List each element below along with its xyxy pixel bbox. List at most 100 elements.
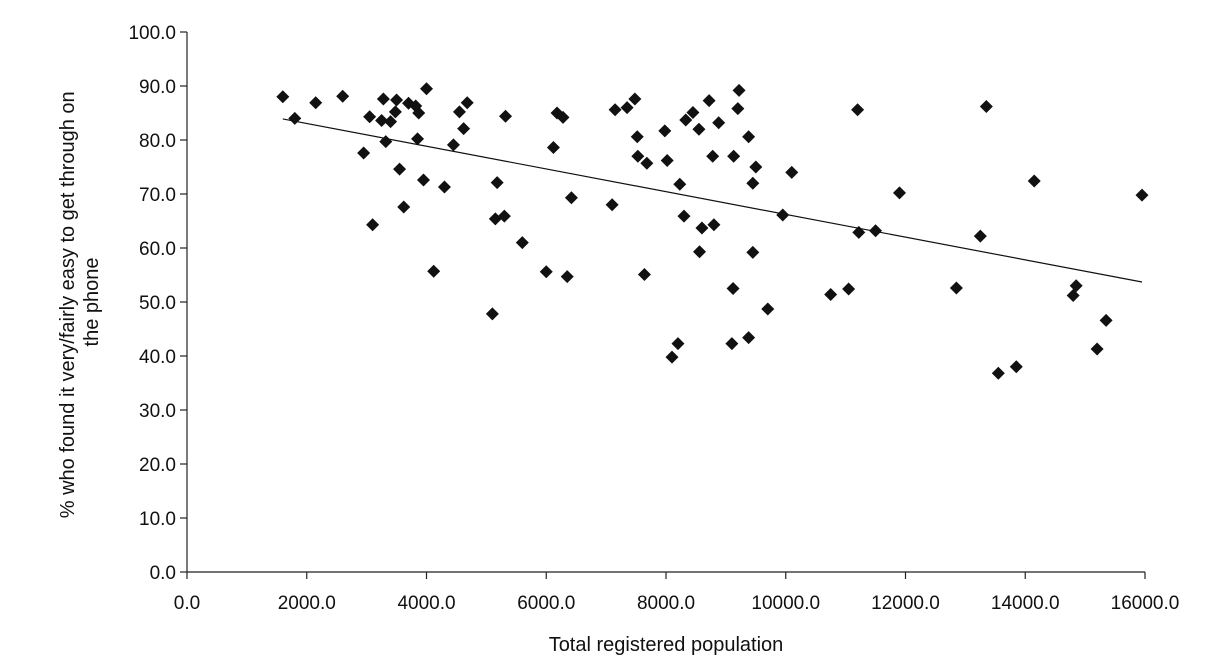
data-point	[665, 350, 679, 364]
x-tick-label: 10000.0	[751, 593, 820, 614]
data-point	[485, 307, 499, 321]
data-point	[693, 245, 707, 259]
data-point	[742, 331, 756, 345]
data-point	[732, 83, 746, 97]
data-point	[539, 265, 553, 279]
data-point	[677, 209, 691, 223]
data-point	[1135, 188, 1149, 202]
x-tick-label: 2000.0	[278, 593, 336, 614]
y-axis-title: % who found it very/fairly easy to get t…	[57, 86, 103, 518]
data-point	[991, 366, 1005, 380]
data-point	[660, 154, 674, 168]
data-point	[1009, 360, 1023, 374]
data-point	[1027, 174, 1041, 188]
data-point	[1090, 342, 1104, 356]
trendline	[282, 118, 1143, 283]
data-point	[979, 100, 993, 114]
data-point	[949, 281, 963, 295]
y-tick-label: 60.0	[139, 239, 176, 260]
data-point	[1066, 289, 1080, 303]
data-point	[437, 180, 451, 194]
x-tick-label: 6000.0	[517, 593, 575, 614]
data-point	[712, 116, 726, 130]
data-point	[893, 186, 907, 200]
data-point	[411, 132, 425, 146]
y-tick-label: 70.0	[139, 185, 176, 206]
data-point	[379, 135, 393, 149]
x-axis-title: Total registered population	[549, 634, 784, 656]
data-point	[673, 177, 687, 191]
axes	[186, 32, 1145, 573]
data-point	[851, 103, 865, 117]
y-tick-label: 30.0	[139, 401, 176, 422]
data-point	[564, 191, 578, 205]
data-point	[412, 106, 426, 120]
data-point	[746, 176, 760, 190]
data-point	[695, 221, 709, 235]
y-tick-label: 10.0	[139, 509, 176, 530]
data-point	[497, 209, 511, 223]
data-point	[749, 160, 763, 174]
data-point	[384, 115, 398, 129]
data-point	[375, 114, 389, 128]
data-point	[702, 94, 716, 108]
data-point	[457, 122, 471, 136]
data-points	[276, 82, 1149, 380]
data-point	[427, 264, 441, 278]
x-tick-label: 16000.0	[1111, 593, 1180, 614]
data-point	[706, 149, 720, 163]
data-point	[460, 96, 474, 110]
x-tick-label: 4000.0	[397, 593, 455, 614]
data-point	[556, 110, 570, 124]
y-ticks: 0.0 10.0 20.0 30.0 40.0 50.0 60.0 70.0 80.0 90.0 1…	[128, 23, 187, 584]
x-tick-label: 12000.0	[871, 593, 940, 614]
data-point	[776, 208, 790, 222]
data-point	[785, 165, 799, 179]
data-point	[731, 102, 745, 116]
data-point	[276, 90, 290, 104]
y-tick-label: 40.0	[139, 347, 176, 368]
y-axis-title-line-1: % who found it very/fairly easy to get t…	[57, 91, 79, 518]
data-point	[366, 218, 380, 232]
x-tick-label: 8000.0	[637, 593, 695, 614]
data-point	[746, 245, 760, 259]
data-point	[388, 105, 402, 119]
data-point	[336, 89, 350, 103]
data-point	[671, 337, 685, 351]
data-point	[761, 302, 775, 316]
data-point	[725, 337, 739, 351]
x-ticks: 0.0 2000.0 4000.0 6000.0 8000.0 10000.0 12000.…	[174, 572, 1180, 614]
data-point	[637, 267, 651, 281]
data-point	[658, 124, 672, 138]
data-point	[692, 122, 706, 136]
data-point	[393, 162, 407, 176]
y-tick-label: 80.0	[139, 131, 176, 152]
data-point	[852, 225, 866, 239]
y-tick-label: 0.0	[150, 563, 176, 584]
x-tick-label: 0.0	[174, 593, 200, 614]
data-point	[515, 236, 529, 250]
data-point	[357, 146, 371, 160]
data-point	[973, 229, 987, 243]
data-point	[630, 130, 644, 144]
data-point	[1069, 279, 1083, 293]
data-point	[376, 92, 390, 106]
y-axis-title-line-2: the phone	[81, 258, 103, 347]
data-point	[824, 287, 838, 301]
data-point	[842, 282, 856, 296]
data-point	[726, 282, 740, 295]
data-point	[1099, 313, 1113, 327]
data-point	[420, 82, 433, 96]
data-point	[605, 198, 619, 212]
data-point	[679, 113, 693, 127]
y-tick-label: 20.0	[139, 455, 176, 476]
data-point	[608, 103, 622, 117]
data-point	[727, 149, 741, 163]
data-point	[490, 176, 504, 190]
data-point	[390, 93, 404, 107]
data-point	[869, 224, 883, 238]
data-point	[546, 141, 560, 155]
data-point	[686, 105, 700, 119]
y-tick-label: 50.0	[139, 293, 176, 314]
